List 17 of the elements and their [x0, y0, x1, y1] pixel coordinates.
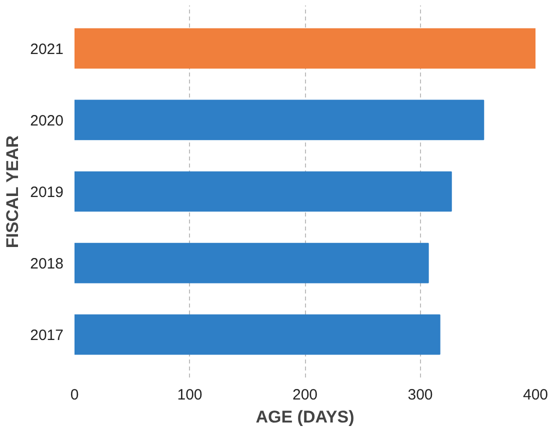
y-tick-label: 2021 [30, 40, 64, 58]
y-tick-label: 2017 [30, 327, 64, 344]
x-axis-title: AGE (DAYS) [256, 408, 354, 426]
y-tick-label: 2018 [30, 256, 64, 273]
x-tick-label: 400 [522, 386, 548, 404]
y-tick-label: 2020 [30, 112, 64, 130]
x-tick-label: 200 [292, 386, 318, 404]
x-tick-label: 300 [408, 386, 433, 404]
bar [74, 242, 429, 284]
bar [74, 28, 536, 69]
bar [74, 314, 440, 355]
bar [74, 100, 484, 140]
x-tick-label: 0 [70, 386, 79, 404]
x-tick-label: 100 [177, 386, 202, 404]
bar [74, 171, 452, 212]
y-axis-title: FISCAL YEAR [3, 135, 22, 248]
y-tick-label: 2019 [30, 184, 64, 201]
